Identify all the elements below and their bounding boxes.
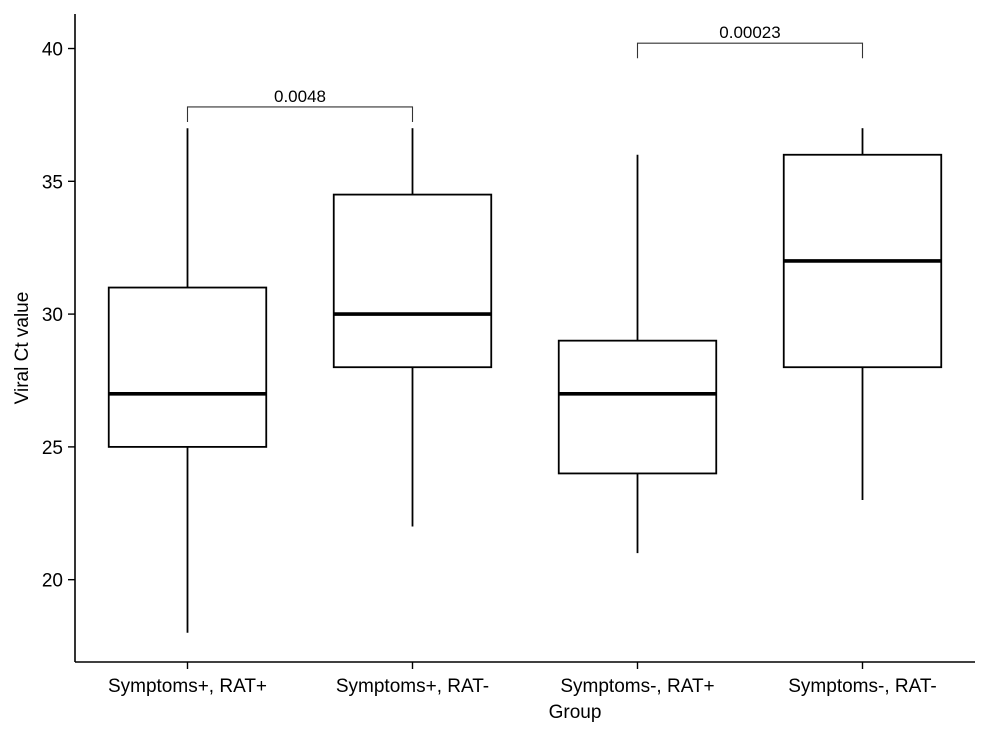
x-axis-title: Group (549, 702, 602, 723)
bracket-line (636, 42, 864, 59)
y-tick-label: 20 (42, 571, 63, 592)
comparison-brackets: 0.0048 0.00023 (186, 23, 864, 122)
box-4 (782, 128, 943, 500)
y-axis-ticks: 20 25 30 35 40 (42, 40, 75, 592)
box-1 (107, 128, 268, 633)
comparison-bracket-1: 0.0048 (186, 87, 414, 122)
y-tick-label: 30 (42, 305, 63, 326)
x-axis-ticks: Symptoms+, RAT+ Symptoms+, RAT- Symptoms-,… (108, 662, 937, 697)
iqr-box (332, 193, 493, 369)
box-2 (332, 128, 493, 527)
x-tick-label: Symptoms+, RAT+ (108, 676, 267, 697)
p-value-label: 0.0048 (274, 87, 326, 106)
x-tick-label: Symptoms+, RAT- (336, 676, 489, 697)
x-tick-label: Symptoms-, RAT- (788, 676, 937, 697)
p-value-label: 0.00023 (719, 23, 780, 42)
bracket-line (186, 106, 414, 122)
boxes-layer (107, 128, 943, 633)
y-tick-label: 25 (42, 438, 63, 459)
box-3 (557, 154, 718, 554)
y-tick-label: 35 (42, 172, 63, 193)
y-tick-label: 40 (42, 40, 63, 61)
iqr-box (557, 339, 718, 475)
comparison-bracket-2: 0.00023 (636, 23, 864, 59)
y-axis-title: Viral Ct value (12, 292, 33, 405)
x-tick-label: Symptoms-, RAT+ (560, 676, 714, 697)
iqr-box (107, 286, 268, 448)
